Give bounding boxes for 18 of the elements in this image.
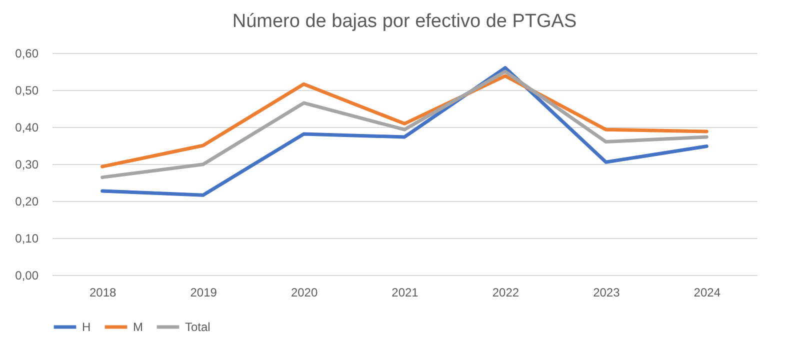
legend-label: H — [82, 320, 91, 334]
x-tick-label: 2018 — [90, 286, 117, 300]
y-tick-label: 0,40 — [15, 120, 39, 134]
y-tick-label: 0,20 — [15, 194, 39, 208]
y-tick-label: 0,30 — [15, 158, 39, 172]
y-tick-label: 0,60 — [15, 46, 39, 60]
x-tick-label: 2024 — [694, 286, 721, 300]
x-tick-label: 2019 — [190, 286, 218, 300]
x-tick-label: 2021 — [392, 286, 419, 300]
y-tick-label: 0,00 — [15, 268, 39, 282]
chart-title: Número de bajas por efectivo de PTGAS — [232, 11, 577, 32]
legend-label: Total — [185, 320, 210, 334]
y-tick-label: 0,10 — [15, 232, 39, 246]
x-tick-label: 2020 — [290, 286, 318, 300]
x-tick-label: 2023 — [593, 286, 620, 300]
legend-label: M — [133, 320, 143, 334]
x-tick-label: 2022 — [492, 286, 520, 300]
y-tick-label: 0,50 — [15, 84, 39, 98]
